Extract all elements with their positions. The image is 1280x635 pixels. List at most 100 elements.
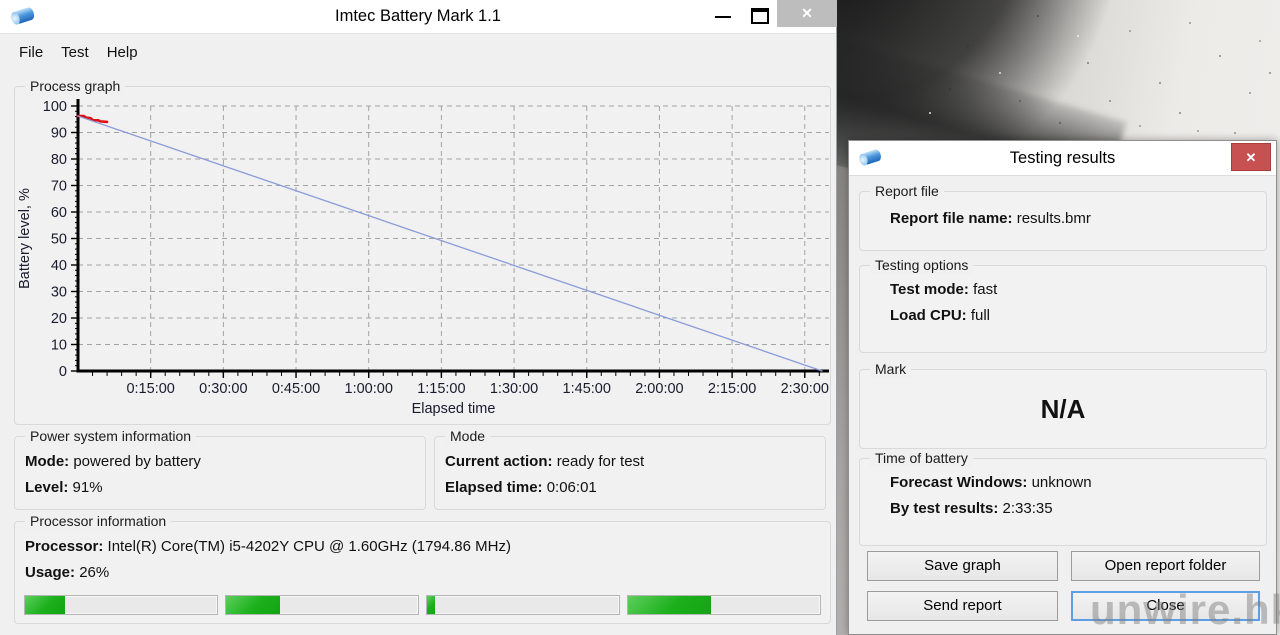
- svg-text:40: 40: [51, 258, 67, 274]
- close-icon: ✕: [1245, 150, 1257, 165]
- dialog-close-button[interactable]: ✕: [1231, 143, 1271, 171]
- core-usage-fill: [226, 596, 280, 614]
- usage-value: 26%: [79, 564, 110, 581]
- dialog-titlebar: Testing results ✕: [849, 141, 1276, 176]
- process-graph-legend: Process graph: [25, 78, 126, 95]
- minimize-icon: [715, 16, 731, 18]
- close-icon: ✕: [801, 5, 813, 21]
- svg-text:1:45:00: 1:45:00: [563, 381, 611, 397]
- core-usage-bar: [627, 595, 821, 615]
- report-file-line: Report file name: results.bmr: [860, 206, 1266, 232]
- core-usage-fill: [628, 596, 711, 614]
- core-usage-bar: [426, 595, 620, 615]
- power-level-label: Level:: [25, 479, 69, 496]
- power-mode-line: Mode: powered by battery: [25, 449, 425, 475]
- svg-text:0: 0: [59, 364, 67, 380]
- menu-test[interactable]: Test: [61, 44, 89, 61]
- svg-text:60: 60: [51, 205, 67, 221]
- power-mode-value: powered by battery: [73, 453, 201, 470]
- menu-help[interactable]: Help: [106, 44, 138, 61]
- send-report-button[interactable]: Send report: [867, 591, 1058, 621]
- time-of-battery-groupbox: Time of battery Forecast Windows: unknow…: [859, 450, 1267, 546]
- test-mode-line: Test mode: fast: [860, 277, 1266, 303]
- time-of-battery-legend: Time of battery: [870, 450, 973, 467]
- svg-text:2:00:00: 2:00:00: [635, 381, 683, 397]
- processor-legend: Processor information: [25, 513, 172, 530]
- usage-line: Usage: 26%: [25, 560, 830, 586]
- svg-text:10: 10: [51, 338, 67, 354]
- process-graph-groupbox: Process graph 0:15:00 0:30:00 0:45:00 1:00:…: [14, 78, 831, 425]
- report-file-legend: Report file: [870, 183, 944, 200]
- elapsed-time-value: 0:06:01: [546, 479, 597, 496]
- by-test-results-line: By test results: 2:33:35: [860, 496, 1266, 522]
- power-info-legend: Power system information: [25, 428, 197, 445]
- forecast-windows-value: unknown: [1031, 474, 1092, 491]
- current-action-label: Current action:: [445, 453, 553, 470]
- mode-groupbox: Mode Current action: ready for test Elap…: [434, 428, 826, 510]
- watermark: unwire.hk: [1090, 586, 1280, 633]
- svg-text:100: 100: [43, 99, 67, 115]
- close-dialog-button[interactable]: Close: [1071, 591, 1260, 621]
- load-cpu-line: Load CPU: full: [860, 303, 1266, 329]
- testing-options-legend: Testing options: [870, 257, 974, 274]
- mark-value: N/A: [1040, 394, 1086, 424]
- processor-line: Processor: Intel(R) Core(TM) i5-4202Y CP…: [25, 534, 830, 560]
- svg-text:50: 50: [51, 232, 67, 248]
- test-mode-label: Test mode:: [890, 281, 969, 298]
- svg-text:2:30:00: 2:30:00: [781, 381, 829, 397]
- core-usage-bar: [24, 595, 218, 615]
- power-level-value: 91%: [72, 479, 103, 496]
- forecast-windows-label: Forecast Windows:: [890, 474, 1028, 491]
- processor-value: Intel(R) Core(TM) i5-4202Y CPU @ 1.60GHz…: [107, 538, 511, 555]
- mark-groupbox: Mark N/A: [859, 361, 1267, 449]
- load-cpu-label: Load CPU:: [890, 307, 967, 324]
- svg-text:0:45:00: 0:45:00: [272, 381, 320, 397]
- menu-bar: File Test Help: [0, 40, 147, 68]
- svg-text:Elapsed time: Elapsed time: [412, 401, 496, 417]
- usage-label: Usage:: [25, 564, 76, 581]
- elapsed-time-label: Elapsed time:: [445, 479, 543, 496]
- core-usage-bar: [225, 595, 419, 615]
- maximize-icon: [751, 8, 769, 24]
- power-mode-label: Mode:: [25, 453, 70, 470]
- open-report-folder-button[interactable]: Open report folder: [1071, 551, 1260, 581]
- processor-groupbox: Processor information Processor: Intel(R…: [14, 513, 831, 624]
- core-usage-fill: [427, 596, 435, 614]
- current-action-value: ready for test: [556, 453, 645, 470]
- svg-text:30: 30: [51, 285, 67, 301]
- testing-results-dialog: Testing results ✕ Report file Report fil…: [848, 140, 1277, 635]
- load-cpu-value: full: [970, 307, 991, 324]
- mark-legend: Mark: [870, 361, 912, 378]
- report-file-groupbox: Report file Report file name: results.bm…: [859, 183, 1267, 251]
- dialog-title: Testing results: [1009, 149, 1116, 167]
- report-file-name-value: results.bmr: [1016, 210, 1091, 227]
- minimize-button[interactable]: [706, 0, 742, 27]
- main-window: Imtec Battery Mark 1.1 ✕ File Test Help …: [0, 0, 837, 635]
- mode-legend: Mode: [445, 428, 491, 445]
- report-file-name-label: Report file name:: [890, 210, 1013, 227]
- window-title: Imtec Battery Mark 1.1: [335, 7, 501, 25]
- save-graph-button[interactable]: Save graph: [867, 551, 1058, 581]
- main-titlebar: Imtec Battery Mark 1.1 ✕: [0, 0, 837, 34]
- svg-text:2:15:00: 2:15:00: [708, 381, 756, 397]
- svg-text:80: 80: [51, 152, 67, 168]
- processor-label: Processor:: [25, 538, 104, 555]
- svg-text:90: 90: [51, 126, 67, 142]
- forecast-windows-line: Forecast Windows: unknown: [860, 470, 1266, 496]
- svg-text:1:00:00: 1:00:00: [345, 381, 393, 397]
- svg-text:Battery level, %: Battery level, %: [17, 188, 33, 289]
- core-usage-bars: [24, 595, 821, 615]
- by-test-results-value: 2:33:35: [1002, 500, 1053, 517]
- power-level-line: Level: 91%: [25, 475, 425, 501]
- testing-options-groupbox: Testing options Test mode: fast Load CPU…: [859, 257, 1267, 353]
- menu-file[interactable]: File: [19, 44, 44, 61]
- svg-text:1:30:00: 1:30:00: [490, 381, 538, 397]
- by-test-results-label: By test results:: [890, 500, 999, 517]
- close-button[interactable]: ✕: [777, 0, 837, 27]
- svg-text:70: 70: [51, 179, 67, 195]
- elapsed-time-line: Elapsed time: 0:06:01: [445, 475, 825, 501]
- power-info-groupbox: Power system information Mode: powered b…: [14, 428, 426, 510]
- maximize-button[interactable]: [742, 0, 778, 27]
- current-action-line: Current action: ready for test: [445, 449, 825, 475]
- svg-text:0:30:00: 0:30:00: [199, 381, 247, 397]
